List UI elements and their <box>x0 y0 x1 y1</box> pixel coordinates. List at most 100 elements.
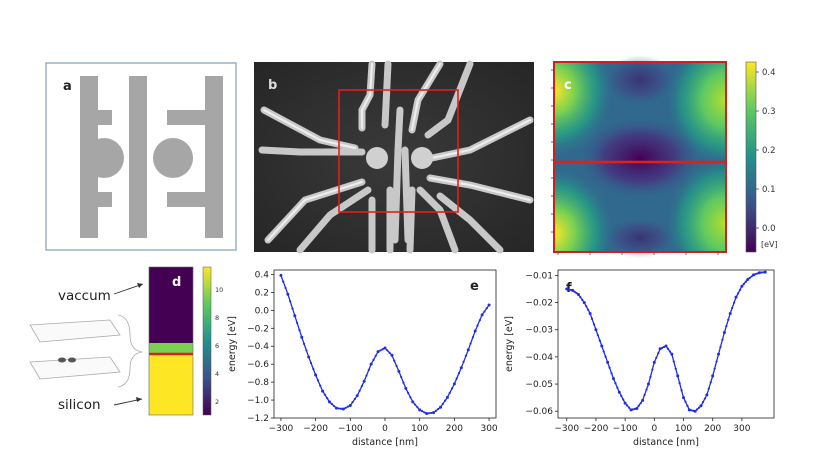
data-point-interp <box>731 306 734 310</box>
panel-a-label: a <box>63 79 72 94</box>
colorbar-c-ticks: 0.4 0.3 0.2 0.1 0.0 <box>762 68 776 234</box>
chart-f-xlabel: distance [nm] <box>633 437 699 448</box>
data-point-interp <box>672 360 675 363</box>
x-tick-label: 100 <box>675 424 692 434</box>
panel-c-label: c <box>564 78 572 93</box>
data-point-interp <box>678 382 681 385</box>
data-point-interp <box>339 407 343 410</box>
silicon-region <box>149 353 193 415</box>
data-point <box>582 301 586 305</box>
data-point-interp <box>602 350 605 353</box>
x-tick-label: 300 <box>480 424 497 434</box>
data-point-interp <box>736 292 740 295</box>
data-point <box>293 314 297 318</box>
data-point-interp <box>289 300 292 303</box>
data-point-interp <box>312 367 315 371</box>
data-point <box>369 362 373 366</box>
data-point-interp <box>696 408 699 411</box>
data-point <box>740 284 744 288</box>
data-point-interp <box>430 411 433 415</box>
data-point-interp <box>471 336 474 339</box>
data-point <box>348 403 352 407</box>
data-point-interp <box>351 401 354 404</box>
data-point <box>334 406 338 410</box>
x-tick-label: −100 <box>613 424 638 434</box>
data-point <box>328 400 331 404</box>
data-point-interp <box>631 408 635 411</box>
y-tick-label: −0.02 <box>525 299 553 309</box>
data-point-interp <box>407 391 410 394</box>
x-tick-label: −300 <box>554 424 579 434</box>
data-point-interp <box>655 356 658 359</box>
data-point <box>617 390 621 394</box>
x-tick-label: 200 <box>704 424 721 434</box>
data-point-interp <box>296 321 299 325</box>
data-point <box>606 360 610 364</box>
data-point <box>611 377 615 381</box>
data-point <box>473 329 477 333</box>
data-point-interp <box>616 386 619 389</box>
data-point-interp <box>464 354 468 357</box>
data-point-interp <box>620 394 623 397</box>
series-line <box>280 275 490 415</box>
panel-d-label: d <box>172 275 181 290</box>
data-point <box>286 292 290 296</box>
y-tick-label: −0.2 <box>247 324 269 334</box>
data-point <box>300 335 304 339</box>
data-point-interp <box>374 354 377 357</box>
data-point-interp <box>651 368 654 371</box>
y-tick-label: 0.2 <box>255 288 269 298</box>
colorbar-d <box>202 266 212 416</box>
x-tick-label: 0 <box>382 424 388 434</box>
x-tick-label: −100 <box>338 424 363 434</box>
colorbar-c-tick: 0.4 <box>762 68 776 78</box>
data-point-interp <box>462 360 465 363</box>
data-point <box>670 352 674 356</box>
data-point <box>699 404 703 408</box>
data-point-interp <box>596 334 599 337</box>
data-point <box>746 278 750 282</box>
y-tick-label: −1.2 <box>247 414 269 424</box>
data-point <box>571 288 575 292</box>
data-point <box>576 292 580 296</box>
data-point-interp <box>344 406 347 409</box>
data-point <box>734 295 738 299</box>
data-point-interp <box>282 280 285 283</box>
data-point <box>676 374 680 378</box>
y-tick-label: −0.05 <box>525 380 553 390</box>
colorbar-c-tick: 0.0 <box>762 224 776 234</box>
chart-e-ylabel: energy [eV] <box>227 316 238 372</box>
colorbar-c <box>745 61 757 253</box>
data-point-interp <box>483 310 486 313</box>
data-point <box>425 412 429 416</box>
x-tick-label: 100 <box>411 424 428 434</box>
data-point-interp <box>367 368 370 371</box>
vacuum-label: vaccum <box>58 288 111 304</box>
panel-d: vaccum silicon d <box>29 266 223 416</box>
colorbar-c-tick: 0.1 <box>762 185 776 195</box>
data-point-interp <box>420 410 424 413</box>
data-point-interp <box>379 349 382 352</box>
data-point-interp <box>573 290 576 293</box>
data-point-interp <box>478 319 481 322</box>
data-point <box>652 360 656 364</box>
data-point-interp <box>427 412 431 415</box>
data-point-interp <box>701 401 705 404</box>
y-tick-label: 0.0 <box>255 306 270 316</box>
data-point <box>722 330 726 334</box>
data-point <box>682 396 686 400</box>
data-point-interp <box>358 389 361 392</box>
data-point-interp <box>444 399 447 402</box>
data-point-interp <box>697 406 701 409</box>
data-point <box>623 401 627 405</box>
data-point-interp <box>614 382 617 385</box>
data-point <box>411 400 415 404</box>
data-point-interp <box>469 342 472 345</box>
potential-map-frame <box>553 61 727 253</box>
data-point-interp <box>684 400 687 403</box>
data-point-interp <box>639 401 642 405</box>
data-point-interp <box>590 317 594 320</box>
data-point-interp <box>305 349 308 352</box>
data-point-interp <box>298 328 301 332</box>
data-point-interp <box>707 387 710 390</box>
